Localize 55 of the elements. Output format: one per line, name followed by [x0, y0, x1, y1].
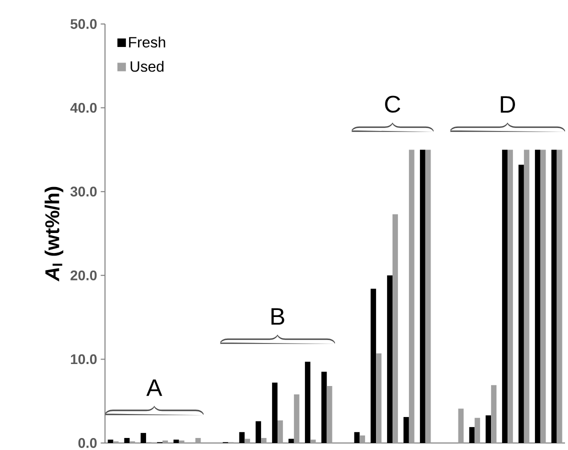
bar [556, 150, 562, 443]
bar [524, 150, 530, 443]
annotation: A [146, 379, 162, 396]
y-axis-title: A$_{I}$ (wt%/h) [44, 186, 64, 282]
bar [310, 440, 316, 443]
y-tick-label: 40.0 [70, 102, 97, 113]
bar [370, 288, 376, 443]
bar [392, 214, 398, 443]
bar [518, 164, 524, 443]
y-tick-label: 30.0 [70, 186, 97, 197]
bar [294, 394, 300, 443]
bar [387, 275, 393, 443]
legend-label: Used [130, 60, 164, 72]
bar [326, 386, 332, 443]
y-tick-label: 20.0 [70, 270, 97, 280]
bar [551, 150, 557, 443]
bar [360, 435, 366, 443]
annotation: C [385, 96, 400, 113]
bar [239, 432, 245, 443]
bar [244, 438, 250, 443]
bar [486, 415, 492, 443]
bar [278, 420, 283, 443]
annotation: B [271, 308, 284, 325]
bar [425, 150, 431, 443]
bar [178, 440, 184, 443]
bar [508, 150, 513, 443]
bar [354, 432, 360, 443]
bar [124, 438, 130, 443]
annotation: D [500, 96, 515, 113]
bar [469, 427, 475, 443]
bar [108, 440, 114, 443]
bar [491, 385, 496, 443]
y-tick-label: 0.0 [78, 438, 97, 448]
bar [256, 421, 262, 443]
bar [474, 418, 480, 443]
y-tick-label: 50.0 [70, 19, 97, 29]
bar [304, 362, 310, 443]
bar [272, 382, 278, 443]
bar [540, 150, 546, 443]
bar [195, 438, 201, 443]
bar [162, 440, 168, 443]
bar [408, 150, 414, 443]
bar [420, 150, 426, 443]
legend-label: Fresh [129, 36, 166, 48]
bar [502, 150, 508, 443]
bar [458, 408, 464, 443]
bar [174, 440, 179, 443]
bar [140, 432, 146, 443]
bar [261, 438, 266, 443]
y-tick-label: 10.0 [70, 354, 97, 364]
bar [534, 150, 540, 443]
bar [404, 417, 409, 443]
bar [288, 438, 294, 443]
bar [376, 353, 382, 443]
bar [321, 372, 327, 443]
